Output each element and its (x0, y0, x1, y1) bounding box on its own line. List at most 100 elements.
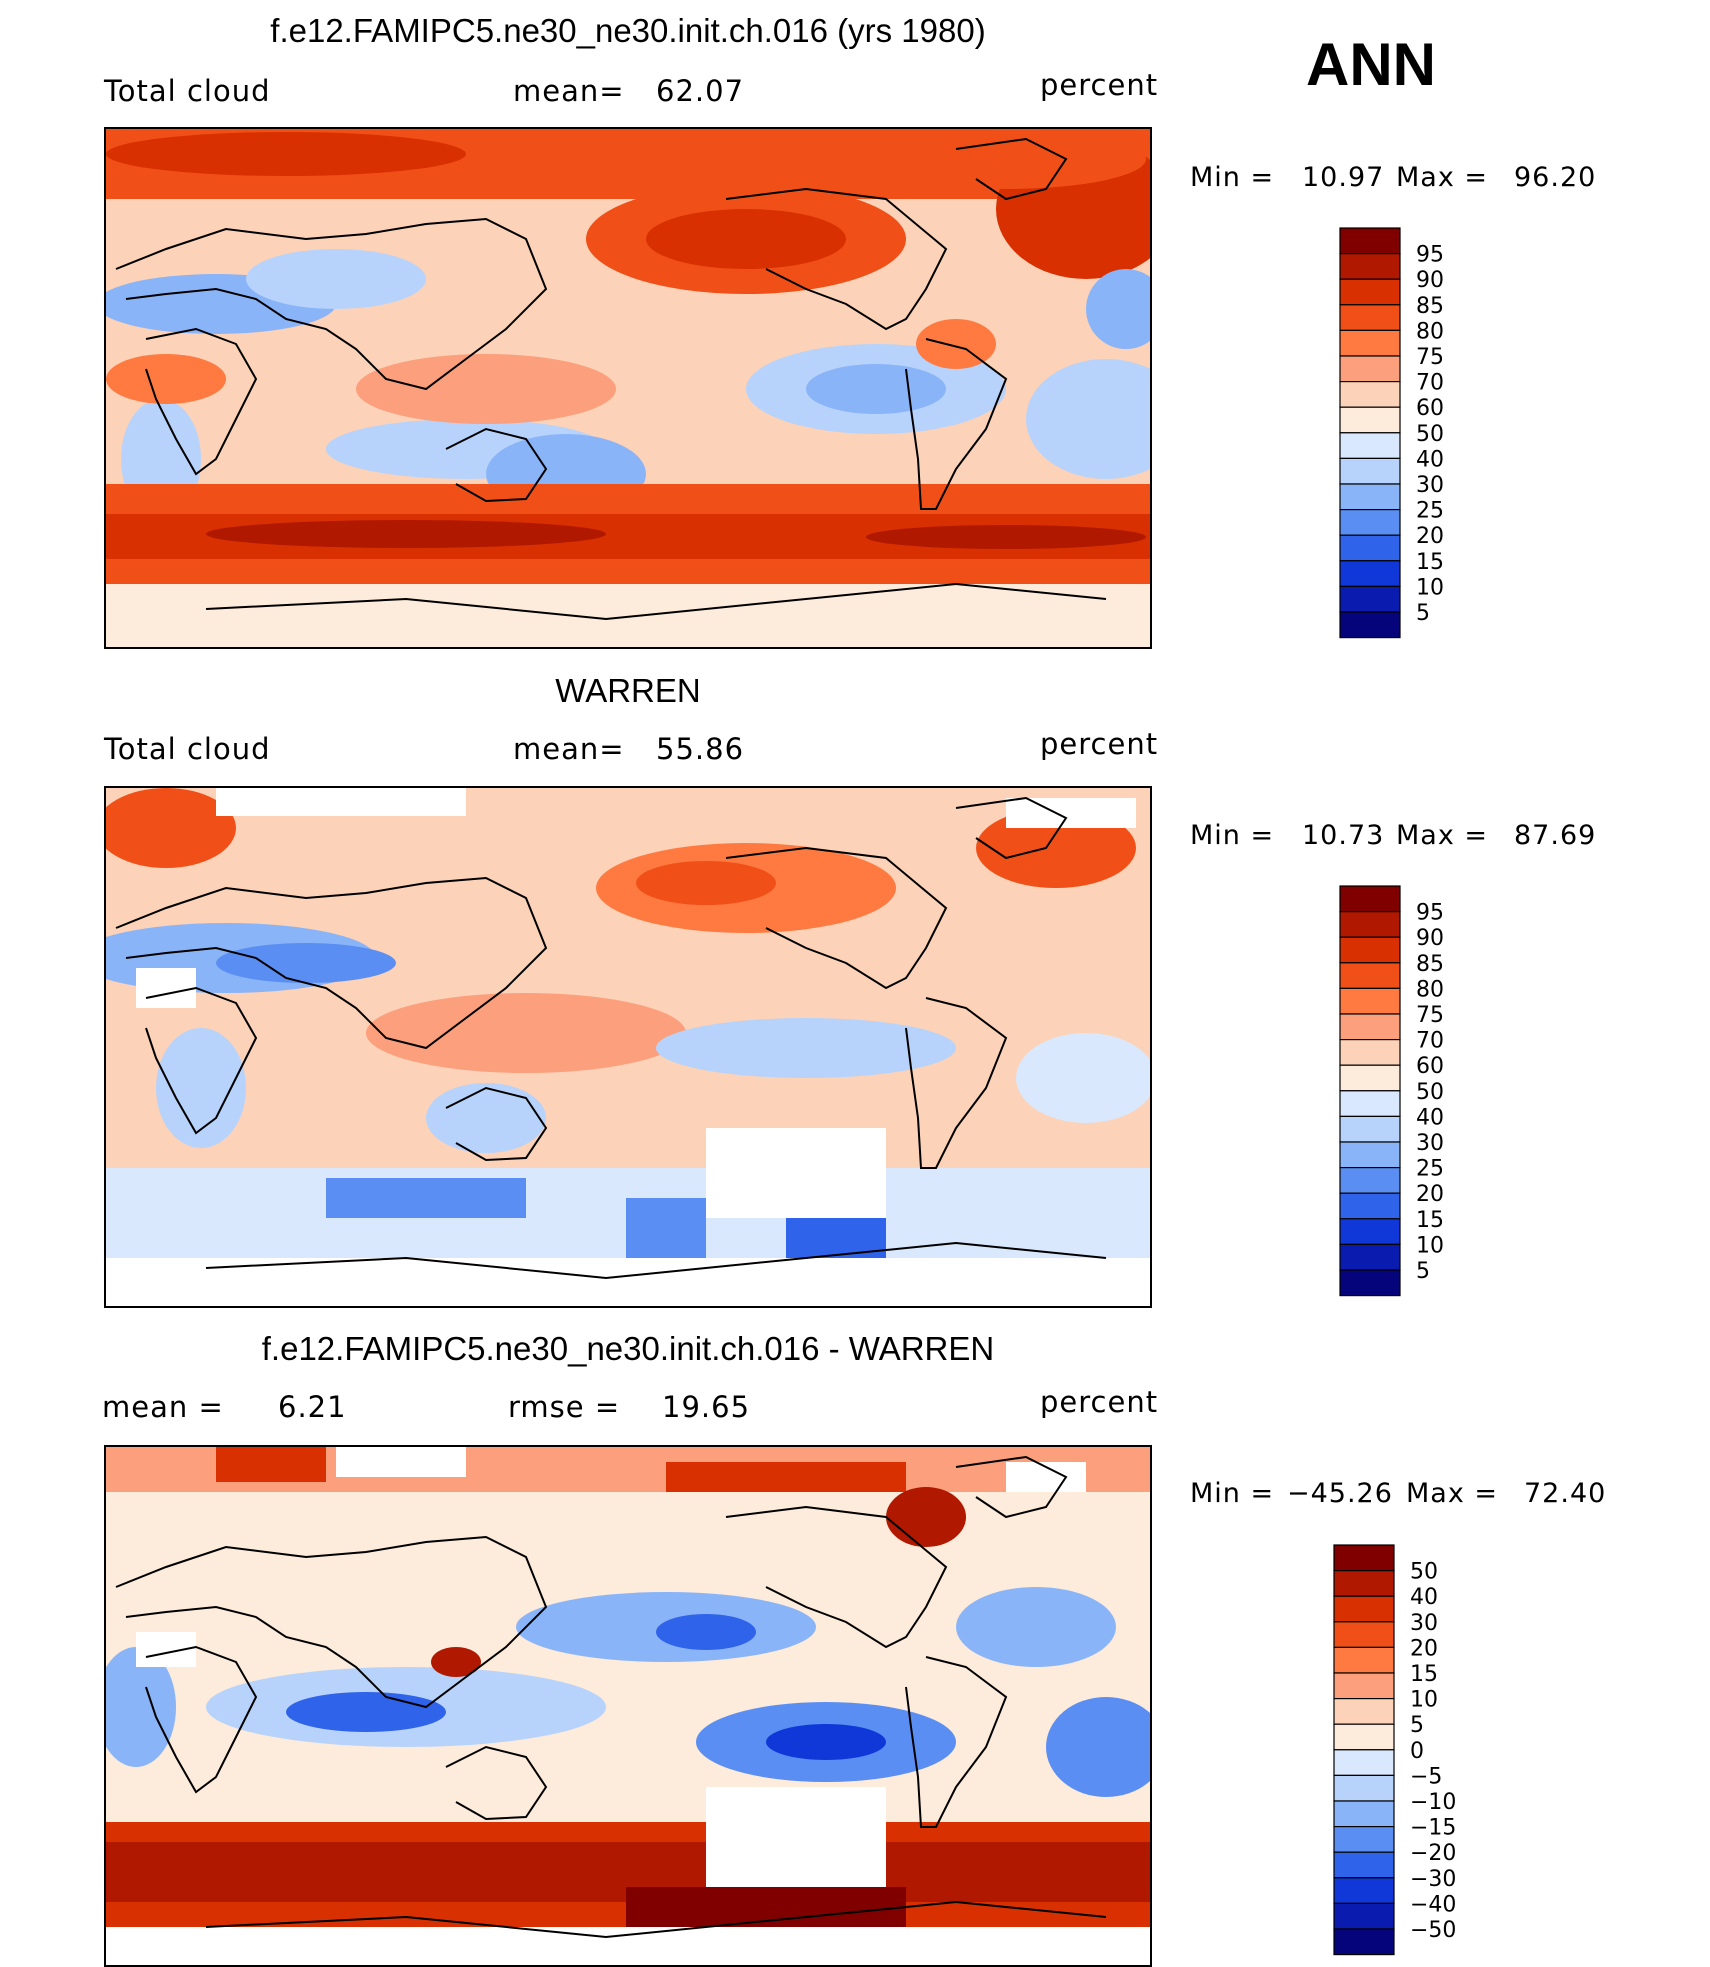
colorbar-bin (1339, 1192, 1401, 1220)
coastline (445, 1745, 548, 1821)
colorbar-tick-label: 15 (1416, 550, 1444, 575)
colorbar-bin (1339, 406, 1401, 434)
colorbar-tick-label: 75 (1416, 1003, 1444, 1028)
colorbar-tick-label: 50 (1416, 1080, 1444, 1105)
coastline (115, 217, 548, 391)
colorbar-bin (1339, 560, 1401, 587)
colorbar-tick-label: 80 (1416, 319, 1444, 344)
cloud-region (1046, 1697, 1150, 1797)
colorbar-tick-label: 40 (1410, 1585, 1438, 1610)
coastline (905, 338, 1008, 510)
colorbar-tick-label: 50 (1416, 422, 1444, 447)
colorbar-tick-label: 15 (1416, 1208, 1444, 1233)
cloud-region (766, 1724, 886, 1760)
cloud-region (366, 993, 686, 1073)
panel1-colorbar: 95 90 85 80 75 70 60 50 40 30 25 20 15 10 5 (1339, 227, 1490, 647)
panel2-min-label: Min = (1190, 820, 1275, 851)
colorbar-tick-label: 70 (1416, 371, 1444, 396)
cloud-region (156, 1028, 246, 1148)
coastline (115, 876, 548, 1050)
cloud-region (106, 132, 466, 176)
colorbar-tick-label: −15 (1410, 1816, 1456, 1841)
cloud-region (426, 1083, 546, 1153)
colorbar-tick-label: −5 (1410, 1764, 1442, 1789)
colorbar-bin (1333, 1595, 1395, 1623)
colorbar-bin (1333, 1826, 1395, 1853)
colorbar-bin (1333, 1851, 1395, 1879)
colorbar-tick-label: 40 (1416, 447, 1444, 472)
coastline (955, 1455, 1068, 1519)
panel2-colorbar: 95 90 85 80 75 70 60 50 40 30 25 20 15 10 5 (1339, 885, 1490, 1305)
colorbar-bin (1333, 1877, 1395, 1904)
panel3-min-value: −45.26 (1287, 1478, 1393, 1509)
panel3-max-label: Max = (1406, 1478, 1499, 1509)
colorbar-bin (1339, 304, 1401, 332)
missing-data (216, 788, 466, 816)
colorbar-bin (1339, 1013, 1401, 1041)
panel1-variable-label: Total cloud (104, 74, 271, 108)
coastline (205, 1241, 1107, 1280)
cloud-region (106, 1647, 176, 1767)
coastline (205, 582, 1107, 621)
colorbar-bin (1339, 483, 1401, 511)
colorbar-bin (1339, 1064, 1401, 1092)
colorbar-tick-label: 85 (1416, 952, 1444, 977)
colorbar-bin (1339, 962, 1401, 990)
panel2-variable-label: Total cloud (104, 732, 271, 766)
panel1-min-value: 10.97 (1302, 162, 1385, 193)
panel1-units: percent (1040, 68, 1159, 102)
colorbar-bin (1339, 381, 1401, 408)
colorbar-bin (1339, 936, 1401, 964)
colorbar-tick-label: 30 (1416, 1131, 1444, 1156)
colorbar-bin (1339, 1115, 1401, 1143)
cloud-region (866, 525, 1146, 549)
colorbar-bin (1339, 509, 1401, 536)
panel3-map (104, 1445, 1152, 1967)
colorbar-tick-label: 30 (1416, 473, 1444, 498)
cloud-region (106, 788, 236, 868)
coastline (725, 846, 948, 990)
colorbar-bin (1333, 1646, 1395, 1674)
missing-data (706, 1128, 886, 1218)
panel3-rmse-value: 19.65 (662, 1390, 751, 1424)
panel1-min-label: Min = (1190, 162, 1275, 193)
coastline (145, 986, 258, 1135)
colorbar-bin (1339, 432, 1401, 460)
colorbar-bin (1339, 1090, 1401, 1118)
panel2-units: percent (1040, 727, 1159, 761)
colorbar-bin (1339, 227, 1401, 255)
cloud-region (286, 1692, 446, 1732)
colorbar-bin (1333, 1723, 1395, 1751)
colorbar-bin (1333, 1570, 1395, 1597)
colorbar-tick-label: 10 (1410, 1688, 1438, 1713)
cloud-region (956, 1587, 1116, 1667)
panel2-mean-label: mean= (513, 732, 625, 766)
panel3-rmse-label: rmse = (508, 1390, 621, 1424)
colorbar-tick-label: 20 (1416, 524, 1444, 549)
cloud-region (666, 1462, 906, 1492)
missing-data (336, 1447, 466, 1477)
colorbar-bin (1339, 1243, 1401, 1271)
colorbar-bin (1333, 1928, 1395, 1956)
colorbar-tick-label: −50 (1410, 1918, 1456, 1943)
coastline (205, 1900, 1107, 1939)
colorbar-bin (1339, 278, 1401, 306)
panel3-title: f.e12.FAMIPC5.ne30_ne30.init.ch.016 - WA… (261, 1330, 995, 1367)
panel2-max-label: Max = (1396, 820, 1489, 851)
colorbar-bin (1333, 1698, 1395, 1725)
cloud-region (106, 584, 1150, 647)
season-label: ANN (1306, 31, 1436, 98)
panel1-max-label: Max = (1396, 162, 1489, 193)
coastline (145, 327, 258, 476)
cloud-region (806, 364, 946, 414)
colorbar-tick-label: 20 (1416, 1182, 1444, 1207)
coastline (905, 1656, 1008, 1828)
colorbar-bin (1339, 1218, 1401, 1245)
coastline (445, 1086, 548, 1162)
panel1-mean-label: mean= (513, 74, 625, 108)
cloud-region (646, 209, 846, 269)
cloud-region (626, 1198, 706, 1258)
colorbar-bin (1339, 911, 1401, 938)
